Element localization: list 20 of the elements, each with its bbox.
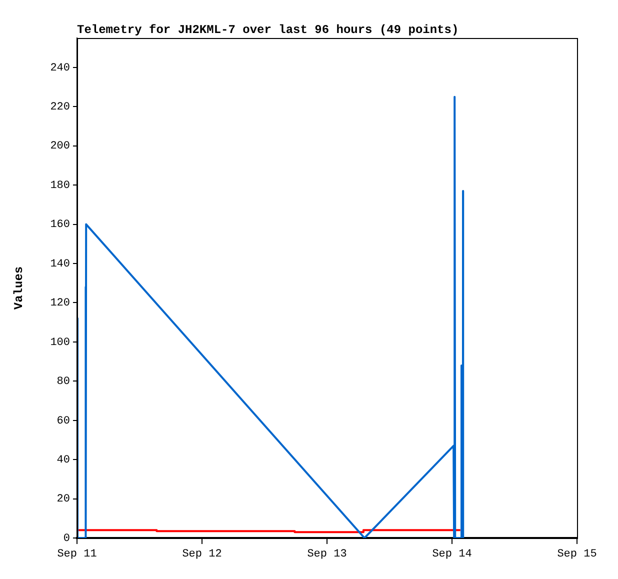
- x-tick-label: Sep 15: [557, 548, 597, 561]
- y-tick-label: 180: [50, 180, 70, 192]
- y-tick-label: 80: [56, 376, 70, 388]
- y-tick-label: 240: [50, 62, 70, 74]
- y-tick-label: 200: [50, 140, 70, 153]
- y-tick-label: 20: [56, 494, 70, 506]
- y-tick-label: 160: [50, 219, 70, 232]
- x-tick-label: Sep 12: [182, 548, 222, 561]
- x-tick-label: Sep 14: [432, 548, 472, 561]
- y-tick-label: 100: [50, 336, 70, 349]
- x-tick-label: Sep 13: [307, 548, 347, 561]
- y-tick-label: 120: [50, 298, 70, 310]
- y-tick-label: 0: [63, 532, 70, 545]
- chart-title: Telemetry for JH2KML-7 over last 96 hours (49 points): [77, 23, 459, 37]
- y-tick-label: 140: [50, 258, 70, 270]
- y-tick-label: 60: [56, 415, 70, 428]
- y-tick-label: 220: [50, 102, 70, 114]
- x-tick-label: Sep 11: [57, 548, 98, 561]
- y-tick-label: 40: [56, 454, 70, 466]
- y-axis-title: Values: [12, 266, 26, 310]
